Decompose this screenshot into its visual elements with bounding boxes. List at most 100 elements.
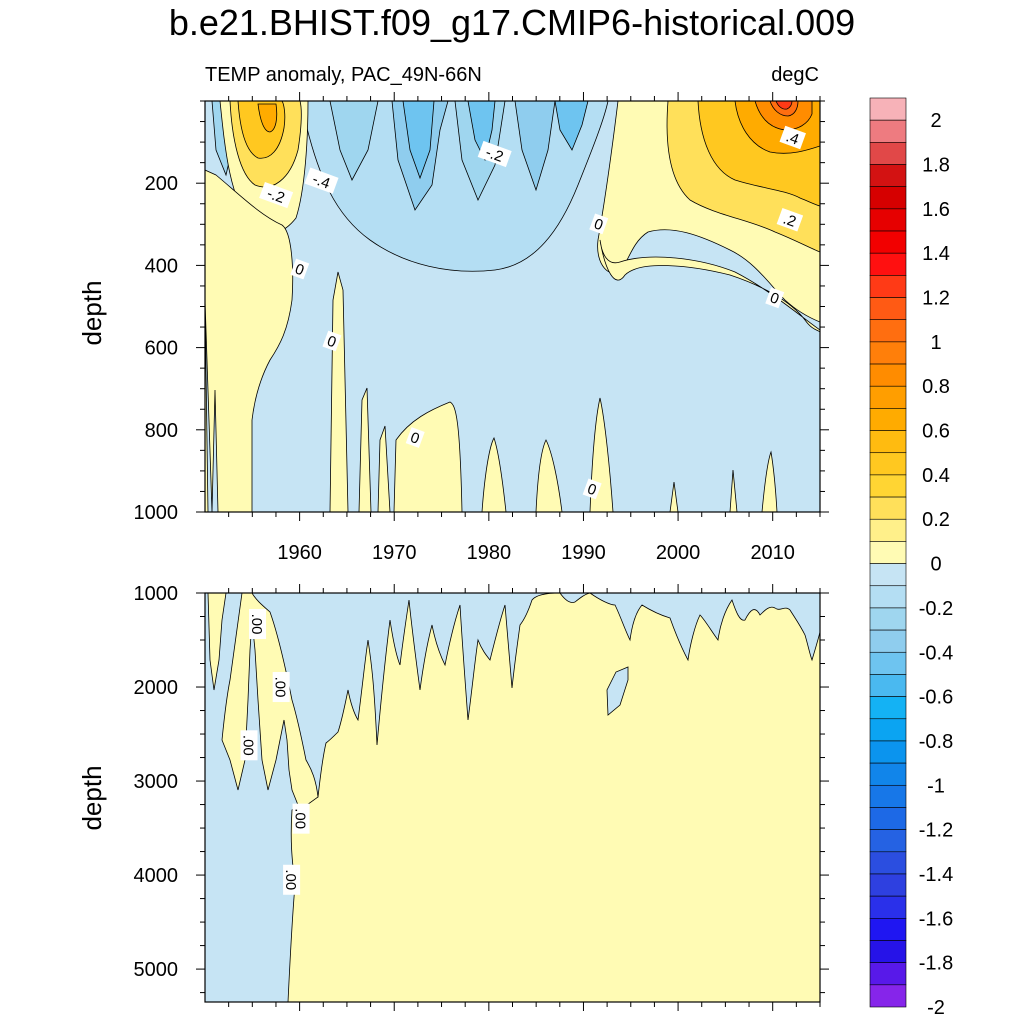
contour-label: 0 [589, 213, 609, 235]
lower-neg-left [205, 593, 820, 1002]
chart-subtitle-left: TEMP anomaly, PAC_49N-66N [205, 64, 482, 86]
contour-label-bg [290, 258, 310, 280]
colorbar-label: -0.8 [919, 731, 953, 753]
colorbar-cell [869, 784, 907, 808]
colorbar-cell [869, 762, 907, 786]
colorbar-cell [869, 142, 907, 165]
colorbar-cell [869, 940, 907, 963]
colorbar-label: -1.6 [919, 908, 953, 930]
lower-ylabel: depth [77, 765, 107, 830]
colorbar-label: 1.2 [922, 288, 950, 310]
upper-pos-left-wedge [205, 169, 294, 512]
lower-panel: 1000 2000 3000 4000 5000 .00 .00 .00 .00 .00 dep… [77, 583, 829, 1011]
upper-pos-spike-k [761, 450, 778, 512]
colorbar-cell [869, 829, 907, 853]
colorbar-label: -1 [927, 775, 945, 797]
colorbar-cell [869, 541, 907, 564]
contour-label-bg [304, 167, 339, 194]
chart-subtitle-right: degC [771, 64, 819, 86]
contour-label-text: .00 [248, 614, 265, 635]
contour-label: .2 [776, 207, 804, 232]
y-tick-label: 400 [145, 255, 178, 277]
colorbar-label: -1.8 [919, 953, 953, 975]
contour-label: 0 [765, 287, 785, 309]
upper-pos-spike-i [669, 481, 679, 512]
contour-label-text: .2 [781, 211, 799, 231]
upper-pos-spike-g [535, 439, 563, 512]
colorbar-cell [869, 807, 907, 830]
colorbar-label: 0.2 [922, 509, 950, 531]
colorbar-labels: 2 1.8 1.6 1.4 1.2 1 0.8 0.6 0.4 0.2 0 -0.2 -0.4 -0.6 -… [919, 110, 953, 1019]
contour-label: .00 [292, 803, 310, 834]
contour-label-text: -.4 [310, 171, 332, 193]
contour-label-bg [322, 330, 342, 352]
colorbar-label: -0.4 [919, 642, 953, 664]
colorbar-cell [869, 585, 907, 609]
colorbar-cell [869, 119, 907, 143]
contour-label: .00 [248, 609, 267, 640]
colorbar-cell [869, 186, 907, 210]
colorbar-cell [869, 718, 907, 742]
colorbar-cell [869, 474, 907, 498]
colorbar-cell [869, 430, 907, 454]
colorbar-cell [869, 984, 907, 1008]
upper-pos-spike-d [377, 425, 391, 512]
colorbar-label: 1 [930, 332, 941, 354]
colorbar-cell [869, 740, 907, 764]
y-tick-label: 3000 [134, 771, 179, 793]
colorbar-label: -1.2 [919, 820, 953, 842]
colorbar-cell [869, 297, 907, 321]
upper-pos-spike-a [205, 299, 219, 512]
colorbar-cell [869, 651, 907, 675]
contour-label-bg [477, 140, 512, 168]
contour-label-text: .00 [240, 735, 257, 756]
contour-label: -.2 [259, 181, 294, 209]
colorbar-label: -2 [927, 997, 945, 1019]
upper-pos-spike-c [358, 387, 372, 512]
colorbar-cell [869, 319, 907, 343]
lower-neg-patch-mid [606, 666, 629, 716]
contour-label: 0 [582, 478, 602, 500]
contour-label-text: -.2 [265, 185, 287, 207]
contour-label: -.4 [304, 167, 339, 194]
colorbar-label: 1.4 [922, 243, 950, 265]
contour-label: 0 [322, 330, 342, 352]
colorbar-cell [869, 873, 907, 897]
upper-ticks [196, 92, 829, 521]
colorbar-cell [869, 962, 907, 986]
x-tick-label: 2000 [656, 542, 701, 564]
lower-ticks [196, 584, 829, 1011]
colorbar-cell [869, 452, 907, 476]
contour-label-bg [779, 125, 806, 150]
contour-label-bg [259, 181, 294, 209]
colorbar-cell [869, 518, 907, 542]
colorbar-cell [869, 363, 907, 387]
colorbar-cell [869, 895, 907, 919]
chart-title: b.e21.BHIST.f09_g17.CMIP6-historical.009 [169, 2, 855, 43]
upper-neg-patch-7 [554, 101, 589, 151]
colorbar [869, 97, 907, 1008]
colorbar-cell [869, 97, 907, 121]
x-tick-label: 2010 [750, 542, 795, 564]
colorbar-cell [869, 696, 907, 720]
colorbar-cell [869, 252, 907, 276]
upper-neg-patch-1 [329, 101, 379, 181]
y-tick-label: 600 [145, 338, 178, 360]
colorbar-cell [869, 674, 907, 697]
y-tick-label: 800 [145, 420, 178, 442]
upper-pos-spike-f [481, 437, 507, 512]
upper-pos-early-06 [257, 103, 278, 133]
contour-label-bg [765, 287, 785, 309]
contour-label-bg [272, 672, 290, 703]
colorbar-cell [869, 408, 907, 431]
colorbar-label: 2 [930, 110, 941, 132]
x-tick-labels: 1960 1970 1980 1990 2000 2010 [277, 542, 795, 564]
colorbar-cell [869, 496, 907, 520]
contour-label-bg [776, 207, 804, 232]
colorbar-cell [869, 230, 907, 254]
colorbar-cell [869, 164, 907, 187]
colorbar-cell [869, 275, 907, 298]
colorbar-cell [869, 563, 907, 587]
upper-ylabel: depth [77, 280, 107, 345]
